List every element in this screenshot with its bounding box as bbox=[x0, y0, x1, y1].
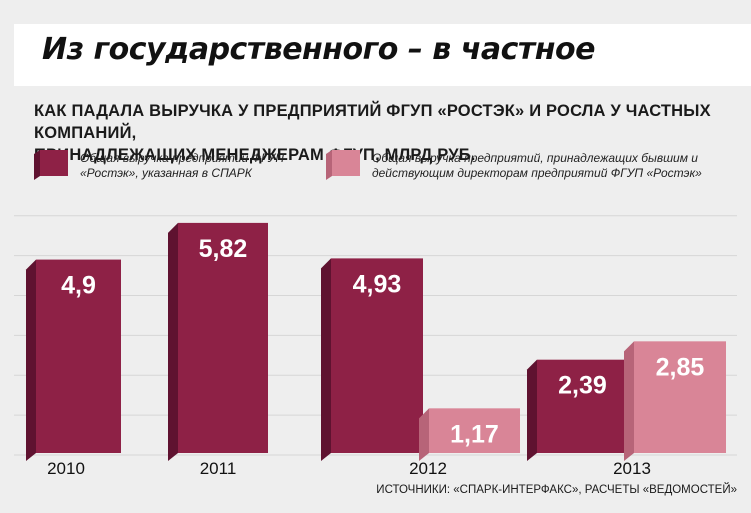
bar-side-private bbox=[624, 341, 634, 461]
legend-swatch-state bbox=[34, 150, 68, 180]
data-label-state: 4,9 bbox=[61, 272, 96, 300]
bar-side-private bbox=[419, 408, 429, 461]
bar-state bbox=[331, 258, 423, 453]
bar-side-state bbox=[26, 259, 36, 461]
legend-label-state: Общая выручка предприятий ФГУП «Ростэк»,… bbox=[80, 151, 420, 181]
bar-state bbox=[178, 222, 268, 453]
x-tick-label: 2011 bbox=[200, 459, 237, 478]
data-label-private: 2,85 bbox=[656, 353, 705, 381]
bar-side-state bbox=[168, 222, 178, 461]
bar-private bbox=[429, 408, 520, 453]
x-tick-label: 2012 bbox=[409, 459, 447, 478]
title-box: Из государственного – в частное bbox=[14, 24, 751, 86]
legend-label-state-line-1: Общая выручка предприятий ФГУП bbox=[80, 151, 285, 165]
x-tick-label: 2013 bbox=[613, 459, 651, 478]
legend-swatch-private bbox=[326, 150, 360, 180]
chart-subtitle: КАК ПАДАЛА ВЫРУЧКА У ПРЕДПРИЯТИЙ ФГУП «Р… bbox=[34, 100, 734, 166]
chart-title: Из государственного – в частное bbox=[42, 32, 595, 67]
x-tick-label: 2010 bbox=[47, 459, 85, 478]
data-label-state: 4,93 bbox=[353, 270, 402, 298]
source-note: ИСТОЧНИКИ: «СПАРК-ИНТЕРФАКС», РАСЧЕТЫ «В… bbox=[376, 484, 737, 496]
data-label-state: 5,82 bbox=[199, 235, 248, 263]
subtitle-line-2: ПРИНАДЛЕЖАЩИХ МЕНЕДЖЕРАМ ФГУП, МЛРД РУБ. bbox=[34, 146, 476, 164]
data-label-state: 2,39 bbox=[558, 372, 607, 400]
bar-state bbox=[36, 259, 121, 453]
legend-label-state-line-2: «Ростэк», указанная в СПАРК bbox=[80, 166, 252, 180]
bar-private bbox=[634, 341, 726, 453]
data-label-private: 1,17 bbox=[450, 420, 499, 448]
subtitle-line-1: КАК ПАДАЛА ВЫРУЧКА У ПРЕДПРИЯТИЙ ФГУП «Р… bbox=[34, 102, 711, 142]
bar-side-state bbox=[321, 258, 331, 461]
legend-label-private-line-1: Общая выручка предприятий, принадлежащих… bbox=[372, 151, 698, 165]
bar-side-state bbox=[527, 359, 537, 461]
legend-label-private-line-2: действующим директорам предприятий ФГУП … bbox=[372, 166, 702, 180]
bar-state bbox=[537, 359, 628, 453]
legend-label-private: Общая выручка предприятий, принадлежащих… bbox=[372, 151, 751, 181]
